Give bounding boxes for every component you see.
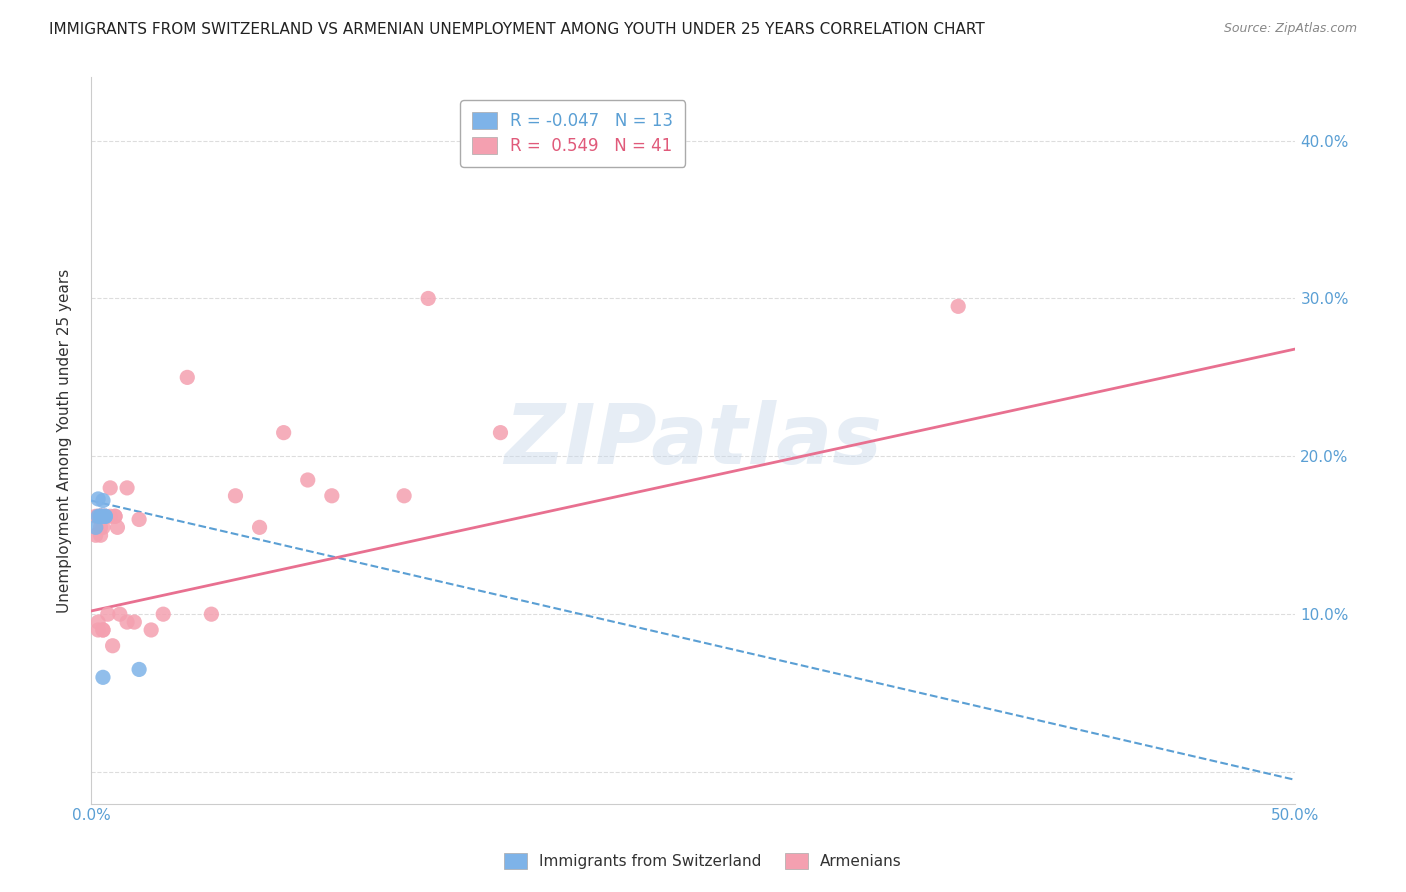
- Point: [115, 481, 138, 495]
- Point: [273, 425, 295, 440]
- Point: [98, 481, 121, 495]
- Point: [948, 299, 970, 313]
- Point: [107, 520, 129, 534]
- Point: [176, 370, 198, 384]
- Point: [91, 509, 114, 524]
- Text: IMMIGRANTS FROM SWITZERLAND VS ARMENIAN UNEMPLOYMENT AMONG YOUTH UNDER 25 YEARS : IMMIGRANTS FROM SWITZERLAND VS ARMENIAN …: [49, 22, 986, 37]
- Point: [91, 509, 114, 524]
- Point: [90, 509, 112, 524]
- Point: [91, 493, 114, 508]
- Point: [128, 512, 150, 526]
- Point: [91, 623, 114, 637]
- Text: ZIPatlas: ZIPatlas: [505, 400, 882, 481]
- Point: [90, 509, 112, 524]
- Point: [321, 489, 343, 503]
- Point: [90, 528, 112, 542]
- Point: [87, 509, 110, 524]
- Point: [97, 607, 120, 622]
- Point: [90, 509, 112, 524]
- Point: [87, 491, 110, 506]
- Point: [91, 509, 114, 524]
- Legend: Immigrants from Switzerland, Armenians: Immigrants from Switzerland, Armenians: [498, 847, 908, 875]
- Point: [90, 509, 112, 524]
- Point: [87, 509, 110, 524]
- Point: [91, 670, 114, 684]
- Point: [489, 425, 512, 440]
- Point: [94, 509, 117, 524]
- Point: [124, 615, 146, 629]
- Legend: R = -0.047   N = 13, R =  0.549   N = 41: R = -0.047 N = 13, R = 0.549 N = 41: [460, 100, 685, 167]
- Point: [91, 520, 114, 534]
- Point: [200, 607, 222, 622]
- Point: [128, 662, 150, 676]
- Point: [87, 623, 110, 637]
- Point: [115, 615, 138, 629]
- Point: [392, 489, 415, 503]
- Point: [90, 509, 112, 524]
- Point: [91, 623, 114, 637]
- Point: [94, 509, 117, 524]
- Point: [152, 607, 174, 622]
- Point: [94, 509, 117, 524]
- Point: [104, 509, 127, 524]
- Point: [101, 639, 124, 653]
- Y-axis label: Unemployment Among Youth under 25 years: Unemployment Among Youth under 25 years: [58, 268, 72, 613]
- Point: [297, 473, 319, 487]
- Point: [98, 509, 121, 524]
- Point: [87, 615, 110, 629]
- Point: [84, 509, 107, 524]
- Point: [90, 509, 112, 524]
- Text: Source: ZipAtlas.com: Source: ZipAtlas.com: [1223, 22, 1357, 36]
- Point: [224, 489, 246, 503]
- Point: [90, 520, 112, 534]
- Point: [104, 509, 127, 524]
- Point: [84, 520, 107, 534]
- Point: [94, 509, 117, 524]
- Point: [249, 520, 271, 534]
- Point: [141, 623, 163, 637]
- Point: [108, 607, 131, 622]
- Point: [84, 528, 107, 542]
- Point: [418, 292, 440, 306]
